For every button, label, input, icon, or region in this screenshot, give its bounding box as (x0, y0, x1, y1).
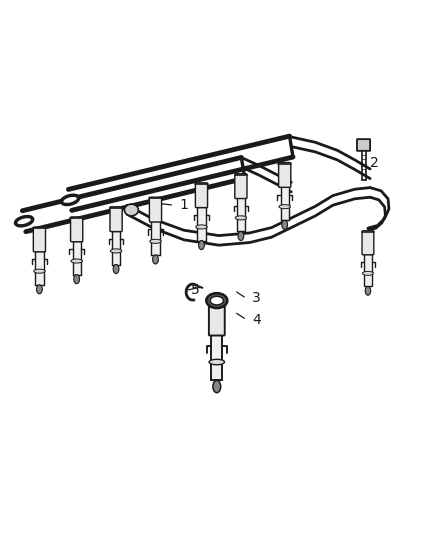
Ellipse shape (152, 255, 159, 264)
Text: 4: 4 (252, 313, 261, 327)
Ellipse shape (362, 271, 374, 276)
Bar (198, 206, 205, 240)
Ellipse shape (71, 259, 82, 263)
Ellipse shape (238, 231, 244, 240)
Ellipse shape (150, 239, 161, 244)
Ellipse shape (235, 216, 247, 220)
Bar (152, 221, 159, 255)
Bar (364, 254, 372, 287)
Bar (73, 241, 81, 274)
Ellipse shape (15, 216, 33, 226)
FancyBboxPatch shape (71, 217, 83, 242)
Text: 1: 1 (180, 198, 188, 212)
Ellipse shape (210, 296, 223, 305)
FancyBboxPatch shape (149, 197, 162, 222)
FancyBboxPatch shape (195, 183, 208, 207)
Bar (211, 335, 223, 381)
Ellipse shape (196, 225, 207, 229)
Text: 3: 3 (252, 292, 261, 305)
Bar (35, 251, 43, 285)
FancyBboxPatch shape (33, 227, 46, 252)
FancyBboxPatch shape (235, 174, 247, 198)
Ellipse shape (34, 269, 45, 273)
Ellipse shape (206, 293, 227, 308)
Ellipse shape (213, 381, 221, 393)
FancyBboxPatch shape (279, 163, 291, 188)
Bar (237, 197, 245, 231)
Text: 5: 5 (191, 284, 199, 297)
Ellipse shape (365, 287, 371, 295)
FancyBboxPatch shape (110, 207, 122, 231)
Ellipse shape (113, 264, 119, 273)
Ellipse shape (124, 204, 138, 216)
Ellipse shape (279, 205, 290, 209)
Ellipse shape (282, 220, 288, 229)
Ellipse shape (198, 240, 205, 249)
Bar (112, 230, 120, 264)
Bar (281, 187, 289, 220)
FancyBboxPatch shape (357, 139, 370, 151)
Ellipse shape (110, 249, 122, 253)
FancyBboxPatch shape (209, 303, 225, 336)
Ellipse shape (61, 195, 79, 205)
Ellipse shape (36, 285, 42, 294)
Ellipse shape (209, 359, 225, 365)
Text: 2: 2 (370, 156, 379, 169)
Ellipse shape (74, 274, 80, 284)
FancyBboxPatch shape (362, 231, 374, 255)
